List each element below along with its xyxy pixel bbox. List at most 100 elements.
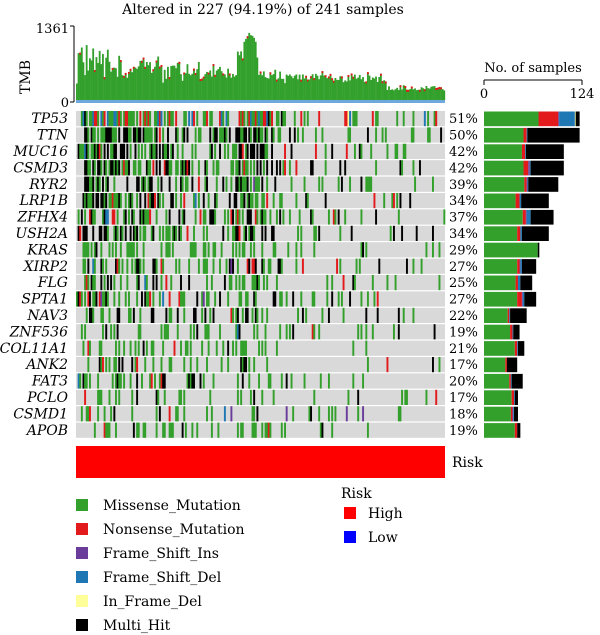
mutation-cell-missense: [136, 422, 139, 438]
tmb-bar: [76, 83, 78, 100]
sample-bar-segment-frame_shift_ins: [525, 209, 527, 225]
mutation-cell-multi_hit: [155, 143, 158, 159]
mutation-cell-missense: [214, 143, 217, 159]
tmb-bar: [85, 45, 88, 100]
sample-bar-segment-nonsense: [524, 177, 527, 192]
mutation-cell-missense: [288, 209, 291, 225]
mutation-cell-multi_hit: [106, 176, 109, 192]
mutation-cell-missense: [391, 193, 394, 209]
mutation-cell-multi_hit: [184, 160, 187, 176]
mutation-cell-missense: [93, 258, 96, 274]
mutation-cell-nonsense: [253, 258, 256, 274]
mutation-cell-missense: [261, 193, 264, 209]
mutation-cell-multi_hit: [248, 193, 251, 209]
mutation-cell-missense: [175, 258, 178, 274]
mutation-cell-multi_hit: [155, 389, 158, 405]
mutation-cell-missense: [327, 373, 330, 389]
mutation-cell-missense: [259, 111, 262, 127]
mutation-cell-missense: [106, 422, 109, 438]
mutation-cell-missense: [105, 160, 108, 176]
mutation-cell-missense: [84, 275, 87, 291]
legend-swatch-multi_hit: [76, 619, 88, 631]
mutation-cell-nonsense: [87, 340, 90, 356]
sample-bar-segment-missense: [484, 160, 524, 176]
mutation-cell-multi_hit: [409, 193, 412, 209]
mutation-cell-multi_hit: [106, 127, 109, 143]
mutation-cell-missense: [230, 160, 233, 176]
mutation-cell-missense: [137, 324, 140, 340]
sample-bar-segment-multi_hit: [528, 177, 559, 192]
mutation-cell-missense: [251, 193, 254, 209]
mutation-cell-multi_hit: [235, 127, 238, 143]
tmb-bar-top: [123, 75, 125, 78]
sample-bar-title: No. of samples: [484, 61, 582, 76]
mutation-cell-missense: [196, 111, 199, 127]
mutation-cell-missense: [225, 176, 228, 192]
mutation-cell-nonsense: [87, 291, 90, 307]
mutation-cell-multi_hit: [110, 160, 113, 176]
sample-tick-max: 124: [570, 87, 595, 102]
mutation-cell-missense: [261, 307, 264, 323]
mutation-cell-multi_hit: [84, 111, 87, 127]
mutation-cell-nonsense: [435, 111, 438, 127]
mutation-cell-missense: [128, 193, 130, 209]
mutation-cell-multi_hit: [362, 242, 365, 258]
mutation-cell-missense: [402, 307, 405, 323]
mutation-cell-missense: [245, 291, 247, 307]
mutation-cell-multi_hit: [163, 373, 166, 389]
mutation-cell-missense: [184, 422, 187, 438]
mutation-cell-missense: [80, 324, 83, 340]
mutation-cell-missense: [368, 176, 371, 192]
mutation-cell-missense: [243, 176, 246, 192]
tmb-bar: [261, 75, 264, 100]
mutation-cell-missense: [82, 340, 85, 356]
mutation-cell-multi_hit: [132, 225, 135, 241]
mutation-cell-frame_shift_del: [223, 406, 226, 422]
tmb-bar-top: [158, 66, 161, 69]
tmb-bar: [433, 86, 436, 100]
mutation-cell-multi_hit: [271, 143, 273, 159]
mutation-cell-missense: [80, 406, 83, 422]
mutation-cell-missense: [155, 209, 158, 225]
tmb-bar: [405, 89, 408, 100]
tmb-bar: [210, 76, 213, 100]
mutation-cell-multi_hit: [134, 127, 137, 143]
mutation-cell-missense: [306, 193, 309, 209]
mutation-cell-multi_hit: [275, 160, 278, 176]
mutation-cell-multi_hit: [97, 143, 100, 159]
sample-bar-segment-multi_hit: [506, 357, 518, 373]
gene-percent: 19%: [449, 325, 478, 340]
mutation-cell-nonsense: [392, 193, 395, 209]
mutation-cell-missense: [175, 176, 178, 192]
mutation-cell-missense: [108, 389, 111, 405]
mutation-cell-missense: [269, 209, 272, 225]
sample-bar-segment-multi_hit: [525, 144, 564, 159]
mutation-cell-missense: [145, 275, 148, 291]
mutation-cell-missense: [134, 160, 137, 176]
mutation-cell-missense: [280, 258, 283, 274]
tmb-bar: [93, 70, 96, 100]
mutation-cell-multi_hit: [92, 193, 95, 209]
mutation-cell-multi_hit: [180, 275, 182, 291]
tmb-bar: [243, 41, 246, 100]
mutation-cell-multi_hit: [241, 373, 244, 389]
mutation-cell-missense: [165, 225, 168, 241]
mutation-cell-multi_hit: [178, 225, 181, 241]
mutation-cell-multi_hit: [212, 209, 215, 225]
mutation-cell-multi_hit: [405, 258, 408, 274]
mutation-cell-missense: [85, 373, 88, 389]
mutation-cell-missense: [204, 242, 207, 258]
mutation-cell-missense: [113, 160, 116, 176]
mutation-cell-missense: [87, 357, 90, 373]
mutation-cell-missense: [365, 324, 368, 340]
sample-bar-segment-frame_shift_del: [526, 127, 528, 143]
mutation-cell-missense: [206, 160, 208, 176]
mutation-cell-missense: [193, 324, 195, 340]
mutation-cell-nonsense: [345, 111, 348, 127]
tmb-bar-top: [410, 86, 413, 89]
mutation-cell-multi_hit: [160, 176, 163, 192]
mutation-cell-multi_hit: [102, 193, 104, 209]
sample-bar-segment-multi_hit: [511, 373, 523, 389]
sample-bar-segment-nonsense: [517, 226, 521, 241]
mutation-cell-missense: [113, 127, 116, 143]
